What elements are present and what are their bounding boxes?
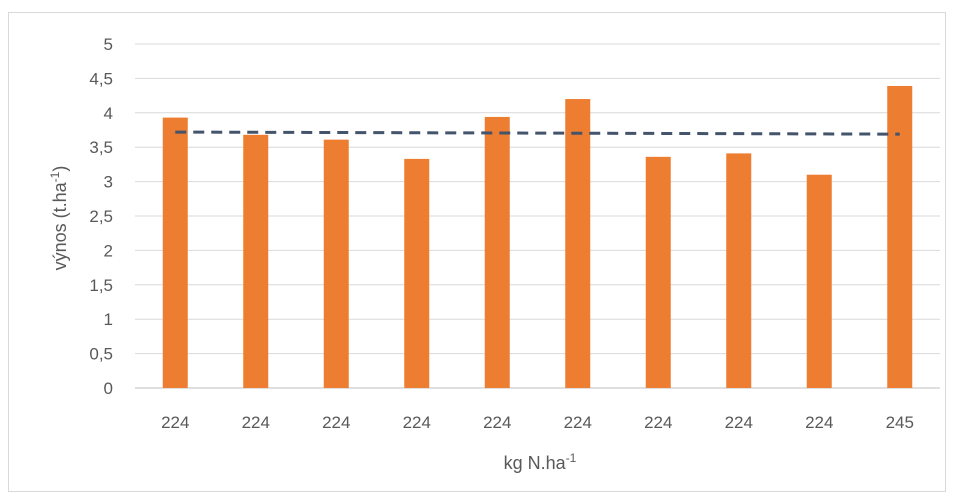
y-axis-title: výnos (t.ha-1) — [48, 166, 70, 271]
x-tick-label: 224 — [242, 413, 270, 432]
trendline-group — [175, 130, 900, 136]
bar — [243, 134, 269, 388]
x-tick-label: 224 — [644, 413, 672, 432]
bar — [726, 153, 752, 388]
bar — [645, 156, 671, 388]
x-tick-label: 224 — [725, 413, 753, 432]
trendline — [175, 130, 900, 136]
y-tick-label: 2,5 — [89, 207, 113, 226]
y-tick-label: 4,5 — [89, 69, 113, 88]
y-tick-label: 1 — [104, 310, 113, 329]
y-tick-label: 3 — [104, 173, 113, 192]
x-tick-label: 224 — [564, 413, 592, 432]
x-tick-label: 224 — [403, 413, 431, 432]
y-tick-label: 3,5 — [89, 138, 113, 157]
y-tick-label: 2 — [104, 241, 113, 260]
x-axis-ticks: 224 224 224 224 224 224 224 224 224 245 — [161, 413, 914, 432]
bar — [484, 116, 510, 388]
bar — [162, 117, 188, 388]
y-tick-label: 1,5 — [89, 276, 113, 295]
bar — [887, 85, 913, 388]
y-tick-label: 0 — [104, 379, 113, 398]
y-tick-label: 0,5 — [89, 345, 113, 364]
x-tick-label: 224 — [483, 413, 511, 432]
bar — [404, 158, 430, 388]
x-tick-label: 224 — [161, 413, 189, 432]
y-axis-ticks: 0 0,5 1 1,5 2 2,5 3 3,5 4 4,5 5 — [89, 35, 113, 398]
y-tick-label: 4 — [104, 104, 113, 123]
gridlines — [135, 43, 940, 389]
bars — [162, 85, 913, 388]
x-tick-label: 224 — [322, 413, 350, 432]
bar — [323, 139, 349, 388]
bar — [565, 99, 591, 388]
x-tick-label: 224 — [805, 413, 833, 432]
bar — [806, 174, 832, 388]
x-axis-title: kg N.ha-1 — [504, 451, 577, 473]
y-tick-label: 5 — [104, 35, 113, 54]
x-tick-label: 245 — [886, 413, 914, 432]
